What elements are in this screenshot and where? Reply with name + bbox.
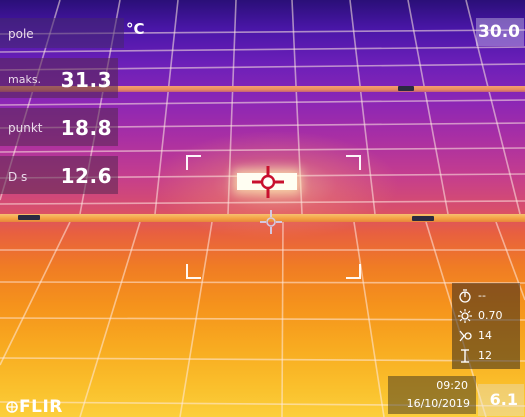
timer-row: --	[458, 287, 520, 305]
emissivity-icon	[458, 309, 472, 323]
distance-value: 12	[478, 349, 492, 362]
reflected-temp-icon	[459, 330, 472, 342]
delta-temp-value: 12.6	[60, 164, 112, 188]
flir-logo: FLIR	[6, 397, 63, 417]
spot-temp-row[interactable]: punkt 18.8	[0, 108, 118, 146]
parameter-panel[interactable]: -- 0.70 14	[452, 283, 520, 369]
scale-max-value[interactable]: 30.0	[476, 18, 524, 46]
datetime-box: 09:20 16/10/2019	[388, 376, 476, 414]
max-temp-value: 31.3	[60, 68, 112, 92]
scale-min-value[interactable]: 6.1	[478, 384, 524, 416]
max-temp-label: maks.	[8, 73, 42, 86]
panel-clamp	[18, 215, 40, 220]
field-label: pole	[8, 27, 34, 41]
spot-meter-crosshair-icon[interactable]	[260, 210, 282, 234]
distance-icon	[461, 349, 469, 363]
distance-row: 12	[458, 347, 520, 365]
measure-box-corner[interactable]	[346, 264, 361, 279]
emissivity-value: 0.70	[478, 309, 503, 322]
delta-temp-row[interactable]: D s 12.6	[0, 156, 118, 194]
panel-frame-middle	[0, 214, 525, 222]
reflected-temp-row: 14	[458, 327, 520, 345]
measure-box-corner[interactable]	[186, 155, 201, 170]
flir-logo-mark-icon	[6, 401, 18, 413]
panel-clamp	[398, 86, 414, 91]
max-temp-crosshair-icon	[252, 166, 284, 198]
time-text: 09:20	[436, 379, 468, 392]
delta-temp-label: D s	[8, 170, 28, 184]
reflected-temp-value: 14	[478, 329, 492, 342]
timer-value: --	[478, 289, 486, 302]
panel-frame-top	[0, 86, 525, 92]
measure-box-corner[interactable]	[346, 155, 361, 170]
date-text: 16/10/2019	[406, 397, 470, 410]
temperature-unit: °C	[126, 20, 145, 38]
emissivity-row: 0.70	[458, 307, 520, 325]
timer-icon	[459, 289, 471, 303]
spot-temp-value: 18.8	[60, 116, 112, 140]
measure-box-corner[interactable]	[186, 264, 201, 279]
field-row[interactable]: pole	[0, 18, 124, 48]
flir-logo-text: FLIR	[19, 397, 63, 417]
panel-clamp	[412, 216, 434, 221]
max-temp-row[interactable]: maks. 31.3	[0, 58, 118, 98]
spot-temp-label: punkt	[8, 121, 43, 135]
